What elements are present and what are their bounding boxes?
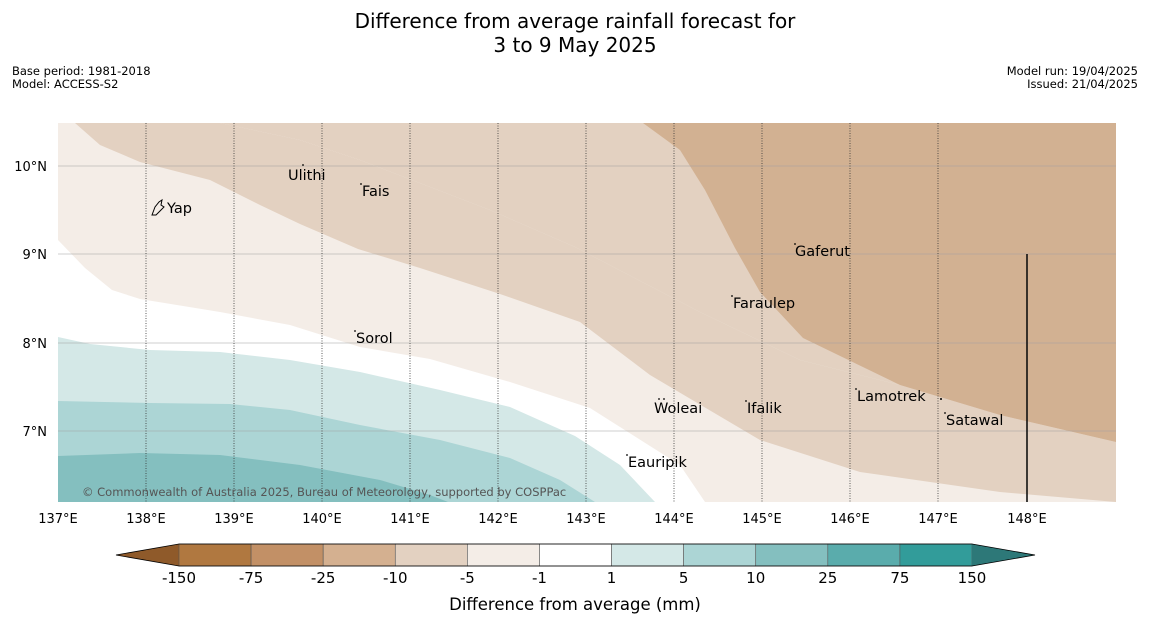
y-tick: 7°N <box>23 425 48 440</box>
title-line-2: 3 to 9 May 2025 <box>493 33 657 57</box>
place-woleai-marker-2 <box>663 398 665 400</box>
colorbar-label: Difference from average (mm) <box>449 595 701 614</box>
x-tick: 141°E <box>390 512 430 527</box>
meta-right: Model run: 19/04/2025 Issued: 21/04/2025 <box>1007 65 1138 91</box>
place-ifalik-marker <box>745 400 747 402</box>
x-tick: 142°E <box>478 512 518 527</box>
place-satawal: Satawal <box>946 413 1003 429</box>
x-tick: 139°E <box>214 512 254 527</box>
colorbar-tick-label: 75 <box>890 569 909 587</box>
colorbar-extend-high <box>972 544 1035 566</box>
place-ulithi-marker <box>302 164 304 166</box>
x-tick: 148°E <box>1007 512 1047 527</box>
place-faraulep: Faraulep <box>733 296 795 312</box>
colorbar-segment <box>827 543 901 567</box>
colorbar-outline <box>115 543 1036 567</box>
colorbar-tick-label: 25 <box>818 569 837 587</box>
x-tick: 145°E <box>742 512 782 527</box>
colorbar-segment <box>899 543 973 567</box>
x-tick: 146°E <box>830 512 870 527</box>
x-tick: 147°E <box>918 512 958 527</box>
region-minus25-minus10 <box>643 123 1116 442</box>
place-sorol-marker <box>354 330 356 332</box>
place-fais-marker <box>360 183 362 185</box>
meta-left: Base period: 1981-2018 Model: ACCESS-S2 <box>12 65 151 91</box>
colorbar-tick-label: -25 <box>311 569 336 587</box>
copyright-text: © Commonwealth of Australia 2025, Bureau… <box>82 485 566 499</box>
colorbar-extend-low <box>116 544 179 566</box>
colorbar-segment <box>755 543 829 567</box>
y-tick: 8°N <box>23 337 48 352</box>
model-run: Model run: 19/04/2025 <box>1006 64 1138 78</box>
y-tick: 9°N <box>23 248 48 263</box>
place-eauripik-marker <box>626 454 628 456</box>
place-eauripik: Eauripik <box>628 455 687 471</box>
title-line-1: Difference from average rainfall forecas… <box>354 9 796 33</box>
colorbar-tick-label: 10 <box>746 569 765 587</box>
place-yap: Yap <box>166 201 192 217</box>
colorbar-segment <box>250 543 324 567</box>
place-lamotrek-marker <box>855 388 857 390</box>
colorbar-segment <box>683 543 757 567</box>
colorbar-segment <box>467 543 540 567</box>
x-tick: 140°E <box>302 512 342 527</box>
place-extra-marker <box>940 398 942 400</box>
x-tick: 144°E <box>654 512 694 527</box>
place-woleai-marker <box>658 398 660 400</box>
map-title: Difference from average rainfall forecas… <box>0 9 1150 57</box>
colorbar-segment <box>394 543 468 567</box>
issued-date: Issued: 21/04/2025 <box>1027 77 1138 91</box>
place-lamotrek: Lamotrek <box>857 389 926 405</box>
place-gaferut: Gaferut <box>795 244 850 260</box>
colorbar-ticks: -150 -75 -25 -10 -5 -1 1 5 10 25 75 150 <box>162 569 986 587</box>
place-sorol: Sorol <box>356 331 393 347</box>
base-period: Base period: 1981-2018 <box>12 64 151 78</box>
colorbar-segments <box>178 543 973 567</box>
colorbar-tick-label: -150 <box>162 569 196 587</box>
y-axis-ticks: 10°N 9°N 8°N 7°N <box>14 160 47 440</box>
y-tick: 10°N <box>14 160 47 175</box>
colorbar-segment <box>611 543 684 567</box>
colorbar-tick-label: 5 <box>679 569 689 587</box>
yap-island-outline <box>151 198 165 216</box>
x-tick: 138°E <box>126 512 166 527</box>
colorbar: -150 -75 -25 -10 -5 -1 1 5 10 25 75 150 Difference … <box>115 543 1036 614</box>
x-tick: 137°E <box>38 512 78 527</box>
colorbar-tick-label: -1 <box>532 569 547 587</box>
colorbar-tick-label: -10 <box>383 569 408 587</box>
colorbar-segment <box>178 543 252 567</box>
lon-gridlines <box>145 123 939 502</box>
colorbar-segment <box>322 543 396 567</box>
map-area: © Commonwealth of Australia 2025, Bureau… <box>58 123 1116 502</box>
region-minus10-minus5-b <box>58 123 1116 502</box>
place-satawal-marker <box>944 412 946 414</box>
colorbar-tick-label: 1 <box>607 569 617 587</box>
model-name: Model: ACCESS-S2 <box>12 77 119 91</box>
place-ifalik: Ifalik <box>747 401 782 417</box>
colorbar-tick-label: -5 <box>460 569 475 587</box>
colorbar-tick-label: 150 <box>958 569 987 587</box>
place-fais: Fais <box>362 184 389 200</box>
x-tick: 143°E <box>566 512 606 527</box>
region-plus10-plus25 <box>58 453 448 502</box>
place-gaferut-marker <box>794 243 796 245</box>
x-axis-ticks: 137°E 138°E 139°E 140°E 141°E 142°E 143°… <box>38 512 1047 527</box>
colorbar-segment <box>539 543 612 567</box>
colorbar-tick-label: -75 <box>239 569 264 587</box>
place-labels: Yap Ulithi Fais Gaferut Faraulep Sorol W… <box>166 164 1003 471</box>
place-ulithi: Ulithi <box>288 168 326 184</box>
place-faraulep-marker <box>731 295 733 297</box>
place-woleai: Woleai <box>654 401 702 417</box>
